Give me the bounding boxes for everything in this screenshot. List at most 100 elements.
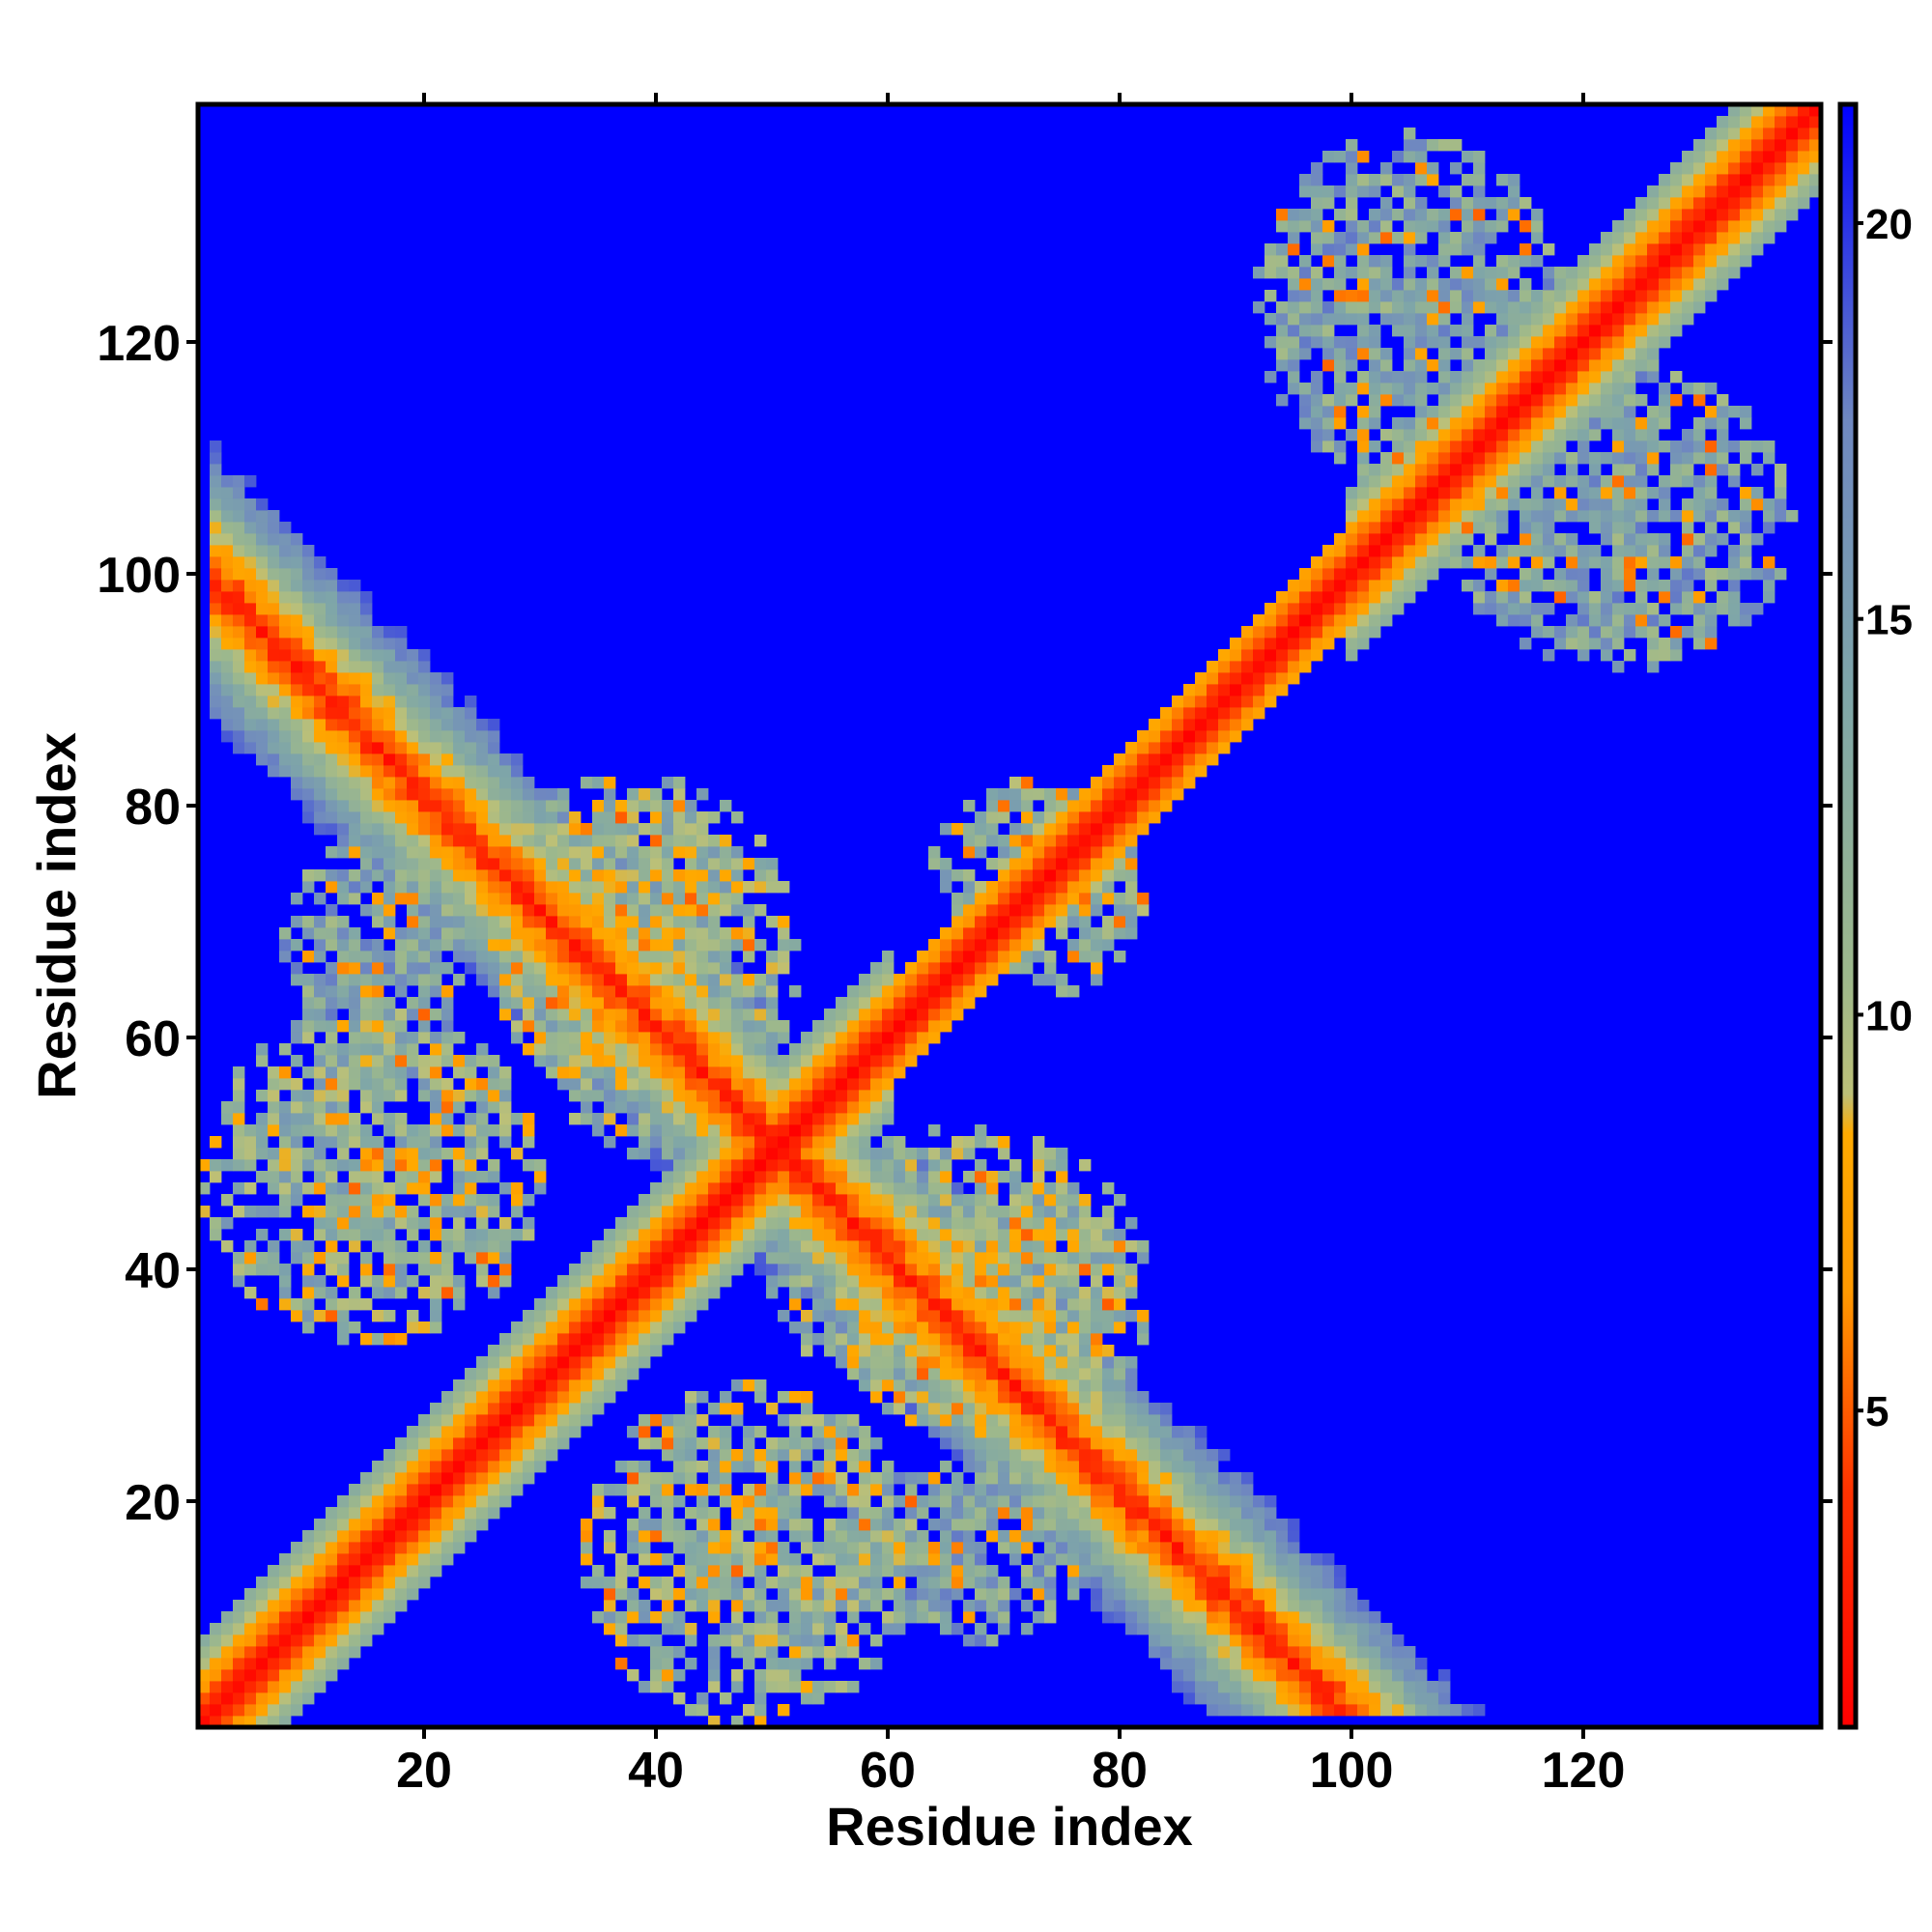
heatmap-cell [708, 1600, 721, 1612]
heatmap-cell [1253, 672, 1265, 685]
heatmap-cell [615, 1055, 628, 1067]
heatmap-cell [812, 1032, 825, 1044]
heatmap-cell [917, 1472, 929, 1485]
heatmap-cell [198, 1646, 211, 1659]
heatmap-cell [696, 1090, 709, 1102]
heatmap-cell [1067, 1507, 1080, 1520]
heatmap-cell [221, 591, 234, 604]
heatmap-cell [766, 1519, 779, 1531]
heatmap-cell [870, 1298, 883, 1311]
heatmap-cell [1230, 696, 1242, 708]
heatmap-cell [1160, 800, 1173, 812]
heatmap-cell [1241, 1530, 1254, 1543]
heatmap-cell [453, 1426, 466, 1438]
heatmap-cell [1067, 1379, 1080, 1392]
heatmap-cell [627, 1217, 639, 1230]
heatmap-cell [1009, 962, 1022, 975]
heatmap-cell [1009, 869, 1022, 882]
heatmap-cell [523, 1333, 535, 1346]
heatmap-cell [569, 1379, 582, 1392]
heatmap-cell [894, 1171, 906, 1183]
heatmap-cell [1021, 916, 1034, 928]
heatmap-cell [279, 614, 292, 627]
heatmap-cell [349, 788, 361, 801]
heatmap-cell [1009, 823, 1022, 836]
heatmap-cell [1264, 1658, 1277, 1670]
heatmap-cell [534, 811, 547, 824]
heatmap-cell [673, 893, 686, 905]
heatmap-cell [302, 1669, 315, 1682]
heatmap-cell [372, 626, 384, 639]
heatmap-cell [720, 1206, 732, 1218]
heatmap-cell [1230, 1542, 1242, 1554]
heatmap-cell [720, 1530, 732, 1543]
heatmap-cell [360, 765, 373, 778]
heatmap-cell [824, 1449, 837, 1462]
heatmap-cell [1091, 939, 1103, 952]
heatmap-cell [221, 1681, 234, 1693]
heatmap-cell [360, 1078, 373, 1091]
heatmap-cell [291, 939, 303, 952]
heatmap-cell [685, 1414, 697, 1427]
heatmap-cell [314, 1055, 327, 1067]
heatmap-cell [627, 962, 639, 975]
heatmap-cell [812, 1148, 825, 1160]
heatmap-cell [372, 753, 384, 766]
heatmap-cell [1114, 1611, 1126, 1624]
heatmap-cell [534, 881, 547, 894]
heatmap-cell [801, 1171, 813, 1183]
heatmap-cell [1067, 1565, 1080, 1577]
heatmap-cell [952, 1530, 964, 1543]
heatmap-cell [1311, 568, 1323, 581]
heatmap-cell [731, 1182, 744, 1195]
heatmap-cell [766, 1658, 779, 1670]
heatmap-cell [604, 927, 616, 940]
heatmap-cell [986, 1287, 999, 1299]
heatmap-cell [1311, 197, 1323, 210]
heatmap-cell [720, 927, 732, 940]
heatmap-cell [801, 1391, 813, 1404]
heatmap-cell [1056, 1287, 1068, 1299]
heatmap-cell [1056, 927, 1068, 940]
heatmap-cell [824, 1623, 837, 1635]
heatmap-cell [836, 1646, 848, 1659]
heatmap-cell [1125, 1414, 1138, 1427]
heatmap-cell [952, 939, 964, 952]
heatmap-cell [1067, 1484, 1080, 1496]
heatmap-cell [349, 649, 361, 662]
heatmap-cell [1218, 1495, 1231, 1508]
heatmap-cell [291, 765, 303, 778]
heatmap-cell [639, 1020, 651, 1033]
heatmap-cell [523, 1020, 535, 1033]
heatmap-cell [696, 1507, 709, 1520]
heatmap-cell [754, 1519, 767, 1531]
heatmap-cell [337, 707, 350, 720]
heatmap-cell [268, 1240, 280, 1253]
heatmap-cell [1288, 1588, 1300, 1601]
heatmap-cell [430, 696, 442, 708]
heatmap-cell [1033, 1229, 1045, 1241]
heatmap-cell [210, 1217, 222, 1230]
heatmap-cell [1230, 1681, 1242, 1693]
heatmap-cell [940, 1020, 952, 1033]
heatmap-cell [465, 1507, 477, 1520]
heatmap-cell [963, 1206, 976, 1218]
heatmap-cell [488, 1124, 500, 1137]
heatmap-cell [743, 1379, 755, 1392]
heatmap-cell [1322, 394, 1335, 407]
heatmap-cell [1299, 626, 1312, 639]
heatmap-cell [1009, 881, 1022, 894]
heatmap-cell [1311, 556, 1323, 569]
heatmap-cell [1102, 1553, 1115, 1566]
heatmap-cell [291, 591, 303, 604]
heatmap-cell [268, 753, 280, 766]
heatmap-cell [998, 1449, 1010, 1462]
heatmap-cell [627, 1206, 639, 1218]
heatmap-cell [859, 1600, 871, 1612]
heatmap-cell [384, 1066, 396, 1079]
heatmap-cell [639, 823, 651, 836]
heatmap-cell [1044, 1356, 1057, 1369]
heatmap-cell [511, 1403, 524, 1415]
heatmap-cell [650, 927, 663, 940]
heatmap-cell [766, 1194, 779, 1207]
